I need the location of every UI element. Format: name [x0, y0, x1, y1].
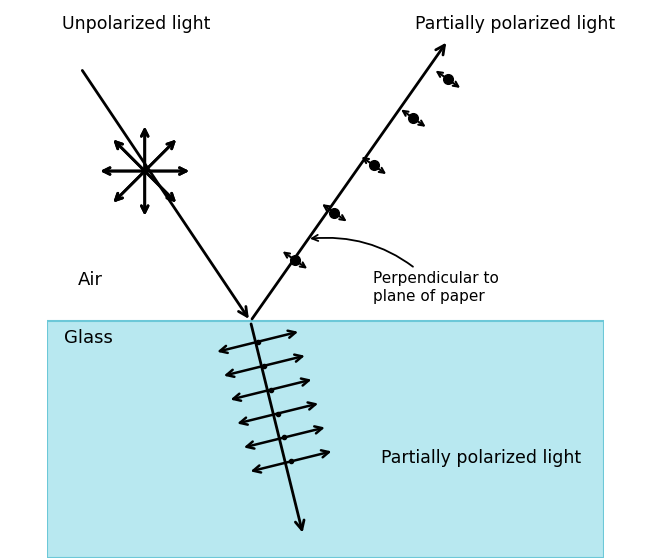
Text: Air: Air	[78, 271, 103, 288]
Text: Glass: Glass	[64, 329, 113, 347]
Text: Perpendicular to
plane of paper: Perpendicular to plane of paper	[312, 235, 499, 304]
Text: Partially polarized light: Partially polarized light	[415, 15, 615, 34]
Text: Unpolarized light: Unpolarized light	[62, 15, 210, 34]
Text: Partially polarized light: Partially polarized light	[381, 449, 581, 467]
Bar	[48, 321, 603, 558]
